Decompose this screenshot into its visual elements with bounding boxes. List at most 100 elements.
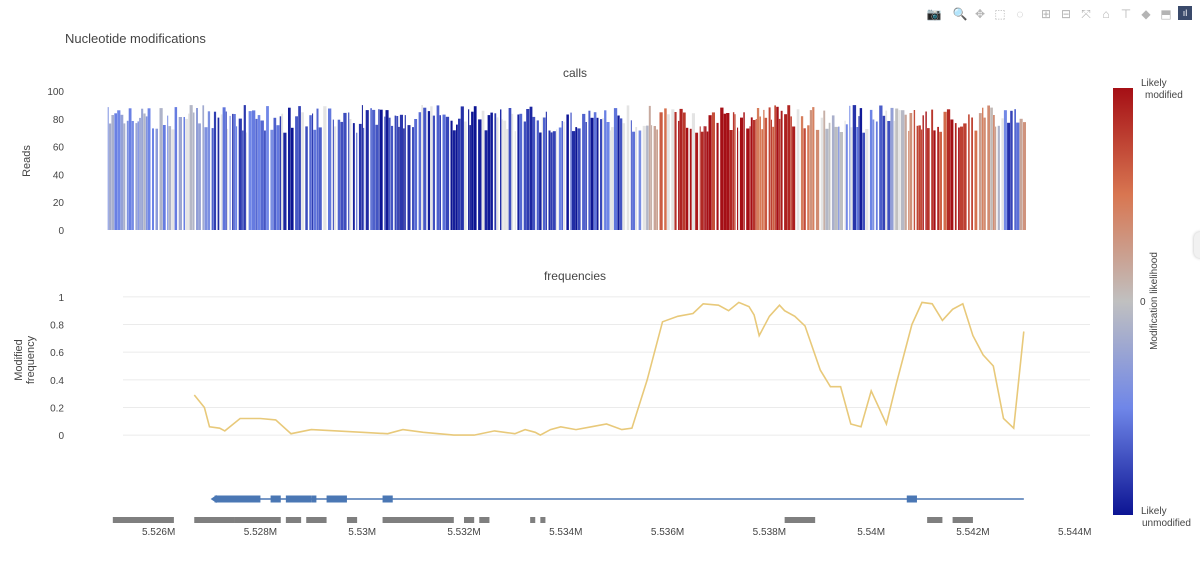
heatmap-column bbox=[500, 109, 502, 230]
feature-block[interactable] bbox=[530, 517, 536, 523]
hover-closest-icon[interactable]: ◆ bbox=[1141, 7, 1151, 21]
heatmap-column bbox=[770, 119, 772, 230]
heatmap-column bbox=[820, 117, 824, 230]
pan-icon[interactable]: ✥ bbox=[974, 7, 986, 21]
heatmap-column bbox=[622, 123, 626, 230]
gene-exon[interactable] bbox=[311, 495, 317, 503]
heatmap-column bbox=[334, 126, 337, 230]
colorbar-title: Modification likelihood bbox=[1149, 252, 1160, 350]
heatmap-column bbox=[358, 123, 362, 230]
feature-block[interactable] bbox=[234, 517, 281, 523]
colorbar-bottom-label-2: unmodified bbox=[1142, 518, 1191, 529]
heatmap-column bbox=[974, 130, 978, 230]
heatmap-column bbox=[1001, 118, 1004, 230]
feature-block[interactable] bbox=[952, 517, 973, 523]
zoom-icon[interactable]: 🔍 bbox=[952, 7, 968, 21]
feature-block[interactable] bbox=[479, 517, 490, 523]
heatmap-column bbox=[638, 130, 642, 230]
heatmap-column bbox=[399, 114, 403, 230]
heatmap-column bbox=[257, 115, 261, 230]
plotly-logo-icon[interactable]: ıl bbox=[1178, 6, 1192, 20]
heatmap-column bbox=[178, 117, 182, 230]
heatmap-column bbox=[963, 123, 967, 230]
heatmap-column bbox=[921, 129, 923, 230]
heatmap-column bbox=[716, 122, 719, 230]
heatmap-column bbox=[1010, 110, 1013, 230]
heatmap-column bbox=[635, 127, 638, 230]
heatmap-column bbox=[825, 128, 829, 230]
heatmap-column bbox=[752, 120, 756, 230]
frequency-series-line[interactable] bbox=[193, 301, 1025, 437]
feature-block[interactable] bbox=[346, 517, 358, 523]
heatmap-column bbox=[128, 108, 132, 230]
heatmap-column bbox=[442, 114, 446, 230]
heatmap-column bbox=[913, 110, 916, 230]
heatmap-column bbox=[519, 113, 523, 230]
heatmap-column bbox=[561, 121, 563, 230]
heatmap-column bbox=[283, 132, 287, 230]
heatmap-column bbox=[481, 110, 485, 230]
heatmap-column bbox=[807, 125, 810, 230]
feature-block[interactable] bbox=[194, 517, 235, 523]
feature-block[interactable] bbox=[382, 517, 454, 523]
gene-exon[interactable] bbox=[326, 495, 347, 503]
heatmap-column bbox=[1014, 109, 1016, 230]
scroll-handle[interactable] bbox=[1194, 232, 1200, 258]
heatmap-column bbox=[384, 116, 386, 230]
gene-track[interactable] bbox=[210, 495, 1024, 503]
gene-exon[interactable] bbox=[382, 495, 393, 503]
zoom-in-icon[interactable]: ⊞ bbox=[1040, 7, 1052, 21]
heatmap-column bbox=[436, 105, 440, 230]
feature-block[interactable] bbox=[540, 517, 546, 523]
heatmap-column bbox=[264, 130, 266, 230]
heatmap-column bbox=[887, 121, 891, 230]
feature-block[interactable] bbox=[784, 517, 816, 523]
feature-block[interactable] bbox=[463, 517, 475, 523]
lasso-select-icon[interactable]: ◌ bbox=[1016, 7, 1024, 21]
heatmap-column bbox=[174, 107, 178, 230]
autoscale-icon[interactable]: ⤧ bbox=[1081, 7, 1091, 21]
zoom-out-icon[interactable]: ⊟ bbox=[1060, 7, 1072, 21]
feature-block[interactable] bbox=[306, 517, 327, 523]
heatmap-column bbox=[421, 105, 423, 230]
heatmap-column bbox=[295, 116, 298, 230]
frequency-y-tick-label: 0 bbox=[58, 431, 64, 442]
camera-icon[interactable]: 📷 bbox=[926, 7, 942, 21]
heatmap-column bbox=[348, 112, 350, 230]
heatmap-column bbox=[379, 109, 383, 230]
heatmap-column bbox=[937, 126, 939, 230]
heatmap-column bbox=[875, 121, 878, 230]
spike-lines-icon[interactable]: ⊤ bbox=[1120, 7, 1132, 21]
heatmap-column bbox=[720, 107, 724, 230]
gene-exon[interactable] bbox=[906, 495, 917, 503]
y-axis-label-reads: Reads bbox=[21, 145, 33, 177]
heatmap-column bbox=[255, 118, 258, 230]
frequency-y-ticks: 0 0.2 0.4 0.6 0.8 1 bbox=[50, 293, 64, 442]
heatmap-column bbox=[939, 131, 942, 230]
feature-track[interactable] bbox=[112, 517, 973, 523]
home-icon[interactable]: ⌂ bbox=[1102, 7, 1110, 21]
heatmap-column bbox=[1003, 110, 1007, 230]
heatmap-column bbox=[620, 118, 623, 230]
calls-heatmap[interactable] bbox=[107, 105, 1026, 230]
feature-block[interactable] bbox=[112, 517, 174, 523]
feature-block[interactable] bbox=[285, 517, 302, 523]
heatmap-column bbox=[246, 132, 247, 230]
heatmap-column bbox=[968, 114, 970, 230]
heatmap-column bbox=[238, 118, 242, 230]
heatmap-column bbox=[503, 120, 507, 230]
gene-exon[interactable] bbox=[285, 495, 312, 503]
heatmap-column bbox=[927, 128, 930, 230]
gene-exon[interactable] bbox=[270, 495, 281, 503]
feature-block[interactable] bbox=[927, 517, 943, 523]
gene-exon[interactable] bbox=[214, 495, 261, 503]
heatmap-column bbox=[778, 118, 781, 230]
heatmap-column bbox=[828, 122, 831, 230]
heatmap-column bbox=[552, 131, 556, 230]
heatmap-column bbox=[844, 120, 846, 230]
heatmap-column bbox=[839, 132, 843, 230]
hover-compare-icon[interactable]: ⬒ bbox=[1160, 7, 1172, 21]
box-select-icon[interactable]: ⬚ bbox=[994, 7, 1006, 21]
heatmap-column bbox=[506, 129, 509, 230]
